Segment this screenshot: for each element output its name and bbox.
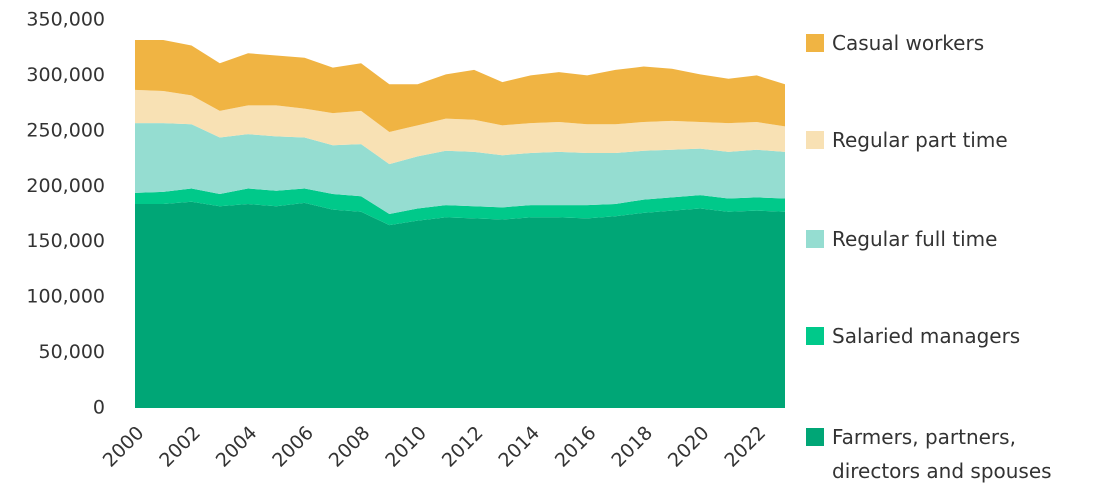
legend-swatch [806, 428, 824, 446]
y-tick-label: 250,000 [26, 119, 105, 141]
x-tick-label: 2020 [664, 422, 714, 472]
legend-label: Casual workers [832, 31, 985, 55]
x-tick-label: 2008 [325, 422, 375, 472]
legend-label: Salaried managers [832, 324, 1021, 348]
area [135, 188, 785, 226]
x-tick-label: 2004 [212, 422, 262, 472]
x-tick-label: 2014 [494, 422, 544, 472]
legend-label: Regular full time [832, 227, 998, 251]
y-tick-label: 0 [93, 397, 105, 419]
x-tick-label: 2016 [551, 422, 601, 472]
area [135, 39, 785, 132]
legend-swatch [806, 327, 824, 345]
legend-label: Regular part time [832, 128, 1008, 152]
y-tick-label: 200,000 [26, 175, 105, 197]
x-tick-label: 2012 [438, 422, 488, 472]
area [135, 201, 785, 408]
legend-item: Casual workers [806, 26, 1096, 60]
area [135, 123, 785, 214]
legend-label: Farmers, partners, directors and spouses [832, 425, 1052, 483]
legend-swatch [806, 34, 824, 52]
y-tick-label: 350,000 [26, 9, 105, 31]
x-tick-label: 2000 [99, 422, 149, 472]
y-tick-label: 300,000 [26, 64, 105, 86]
legend-item: Farmers, partners, directors and spouses [806, 420, 1096, 488]
y-tick-label: 50,000 [39, 341, 105, 363]
legend-item: Regular part time [806, 123, 1096, 157]
x-tick-label: 2018 [607, 422, 657, 472]
legend-swatch [806, 131, 824, 149]
y-tick-label: 100,000 [26, 286, 105, 308]
legend-swatch [806, 230, 824, 248]
x-tick-label: 2006 [268, 422, 318, 472]
x-tick-label: 2010 [381, 422, 431, 472]
x-tick-label: 2022 [720, 422, 770, 472]
legend-item: Salaried managers [806, 319, 1096, 353]
area [135, 89, 785, 165]
y-tick-label: 150,000 [26, 230, 105, 252]
x-tick-label: 2002 [155, 422, 205, 472]
legend-item: Regular full time [806, 222, 1096, 256]
